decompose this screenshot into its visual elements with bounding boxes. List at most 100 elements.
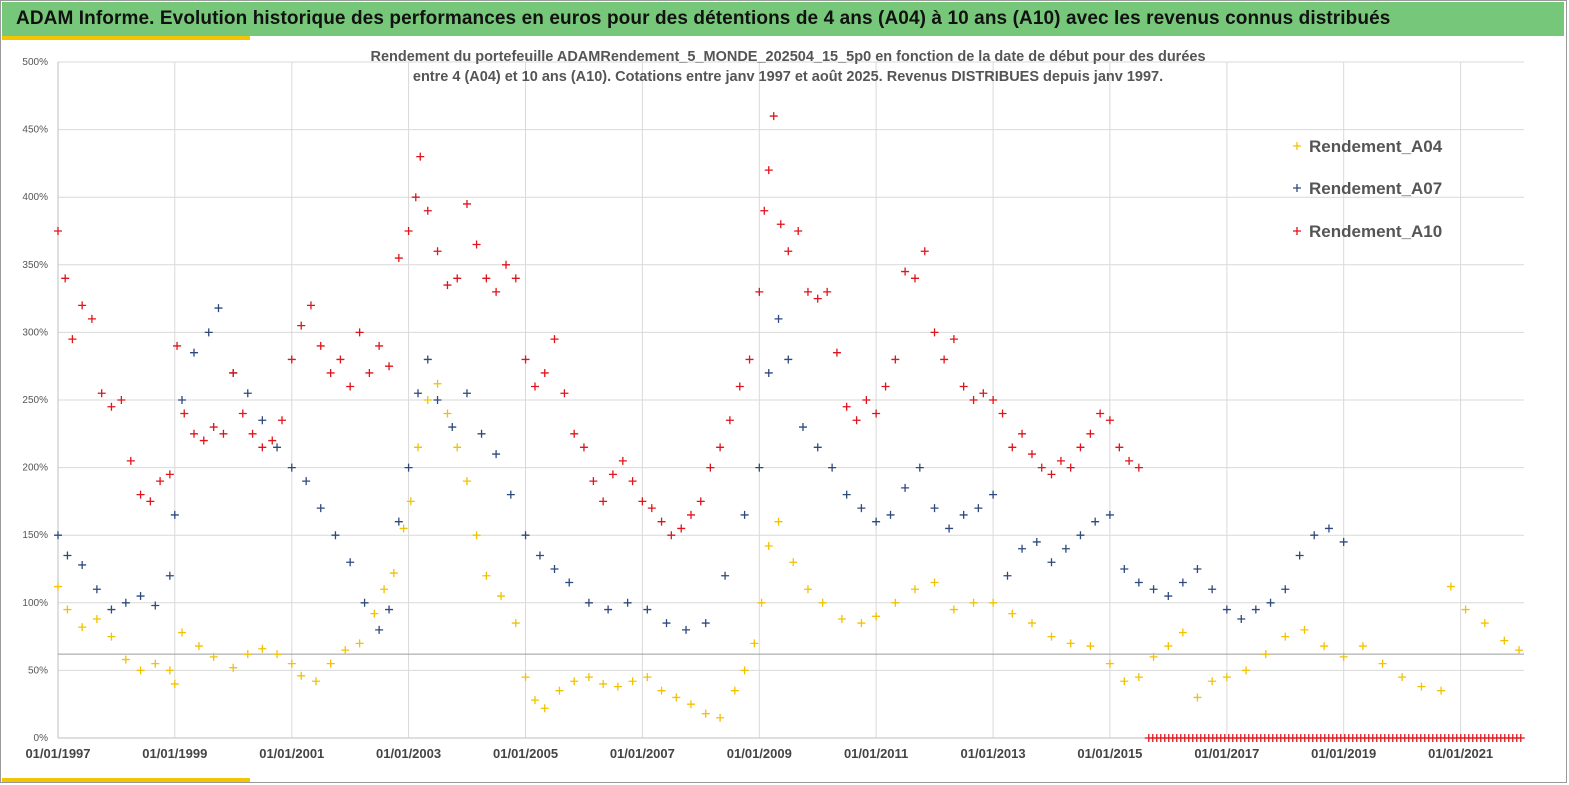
rendement-a07-point bbox=[828, 463, 837, 472]
rendement-a10-point bbox=[180, 409, 189, 418]
rendement-a04-point bbox=[370, 609, 379, 618]
rendement-a07-point bbox=[740, 510, 749, 519]
rendement-a04-point bbox=[209, 652, 218, 661]
legend-label: Rendement_A04 bbox=[1309, 137, 1443, 156]
rendement-a07-point bbox=[385, 605, 394, 614]
rendement-a04-point bbox=[911, 585, 920, 594]
rendement-a10-point bbox=[492, 287, 501, 296]
x-tick-label: 01/01/2001 bbox=[259, 746, 324, 761]
rendement-a04-point bbox=[1358, 642, 1367, 651]
rendement-a04-point bbox=[891, 598, 900, 607]
rendement-a10-point bbox=[411, 193, 420, 202]
legend-marker bbox=[1293, 184, 1301, 192]
rendement-a10-point bbox=[998, 409, 1007, 418]
rendement-a04-point bbox=[194, 642, 203, 651]
rendement-a04-point bbox=[930, 578, 939, 587]
rendement-a04-point bbox=[584, 673, 593, 682]
rendement-a10-point bbox=[423, 206, 432, 215]
rendement-a04-point bbox=[989, 598, 998, 607]
rendement-a10-point bbox=[316, 341, 325, 350]
rendement-a07-point bbox=[1251, 605, 1260, 614]
rendement-a07-point bbox=[1018, 544, 1027, 553]
rendement-a10-point bbox=[530, 382, 539, 391]
flat-marker-point bbox=[1516, 734, 1525, 742]
rendement-a10-point bbox=[336, 355, 345, 364]
rendement-a10-point bbox=[87, 314, 96, 323]
rendement-a10-point bbox=[745, 355, 754, 364]
rendement-a07-point bbox=[414, 389, 423, 398]
legend-label: Rendement_A10 bbox=[1309, 222, 1442, 241]
rendement-a07-point bbox=[1076, 531, 1085, 540]
rendement-a10-point bbox=[696, 497, 705, 506]
rendement-a10-point bbox=[1037, 463, 1046, 472]
rendement-a10-point bbox=[502, 260, 511, 269]
rendement-a10-point bbox=[199, 436, 208, 445]
rendement-a10-point bbox=[1086, 429, 1095, 438]
rendement-a10-point bbox=[126, 456, 135, 465]
x-tick-label: 01/01/2021 bbox=[1428, 746, 1493, 761]
rendement-a07-point bbox=[623, 598, 632, 607]
rendement-a04-point bbox=[389, 569, 398, 578]
rendement-a10-point bbox=[1096, 409, 1105, 418]
y-tick-label: 150% bbox=[22, 530, 48, 541]
rendement-a10-point bbox=[306, 301, 315, 310]
rendement-a10-point bbox=[813, 294, 822, 303]
rendement-a04-point bbox=[1446, 582, 1455, 591]
x-tick-label: 01/01/2017 bbox=[1194, 746, 1259, 761]
rendement-a10-point bbox=[453, 274, 462, 283]
rendement-a10-point bbox=[706, 463, 715, 472]
rendement-a10-point bbox=[146, 497, 155, 506]
rendement-a07-point bbox=[842, 490, 851, 499]
y-tick-label: 200% bbox=[22, 463, 48, 474]
rendement-a04-point bbox=[1047, 632, 1056, 641]
rendement-a07-point bbox=[1281, 585, 1290, 594]
rendement-a10-point bbox=[97, 389, 106, 398]
rendement-a10-point bbox=[107, 402, 116, 411]
rendement-a04-point bbox=[1398, 673, 1407, 682]
rendement-a04-point bbox=[107, 632, 116, 641]
rendement-a10-point bbox=[579, 443, 588, 452]
rendement-a04-point bbox=[311, 677, 320, 686]
rendement-a07-point bbox=[1339, 537, 1348, 546]
rendement-a07-point bbox=[784, 355, 793, 364]
rendement-a04-point bbox=[521, 673, 530, 682]
rendement-a07-point bbox=[755, 463, 764, 472]
legend-marker bbox=[1293, 142, 1301, 150]
rendement-a04-point bbox=[1437, 686, 1446, 695]
rendement-a10-point bbox=[755, 287, 764, 296]
rendement-a07-point bbox=[170, 510, 179, 519]
rendement-a10-point bbox=[385, 362, 394, 371]
rendement-a10-point bbox=[784, 247, 793, 256]
rendement-a10-point bbox=[68, 335, 77, 344]
rendement-a07-point bbox=[1208, 585, 1217, 594]
rendement-a07-point bbox=[423, 355, 432, 364]
rendement-a10-point bbox=[618, 456, 627, 465]
rendement-a04-point bbox=[1417, 682, 1426, 691]
rendement-a04-point bbox=[287, 659, 296, 668]
rendement-a07-point bbox=[1061, 544, 1070, 553]
rendement-a07-point bbox=[550, 565, 559, 573]
rendement-a04-point bbox=[803, 585, 812, 594]
rendement-a10-point bbox=[416, 152, 425, 161]
rendement-a04-point bbox=[341, 646, 350, 655]
rendement-a10-point bbox=[803, 287, 812, 296]
rendement-a07-point bbox=[54, 531, 62, 540]
rendement-a10-point bbox=[346, 382, 355, 391]
rendement-a04-point bbox=[599, 679, 608, 688]
rendement-a04-point bbox=[1378, 659, 1387, 668]
rendement-a07-point bbox=[1134, 578, 1143, 587]
rendement-a10-point bbox=[638, 497, 647, 506]
rendement-a10-point bbox=[599, 497, 608, 506]
rendement-a07-point bbox=[872, 517, 881, 526]
x-tick-label: 01/01/1999 bbox=[142, 746, 207, 761]
rendement-a04-point bbox=[297, 671, 306, 680]
rendement-a07-point bbox=[448, 423, 457, 432]
rendement-a10-point bbox=[258, 443, 267, 452]
rendement-a07-point bbox=[989, 490, 998, 499]
rendement-a10-point bbox=[511, 274, 520, 283]
rendement-a10-point bbox=[54, 227, 62, 235]
rendement-a10-point bbox=[911, 274, 920, 283]
rendement-a04-point bbox=[789, 558, 798, 567]
rendement-a10-point bbox=[1056, 456, 1065, 465]
